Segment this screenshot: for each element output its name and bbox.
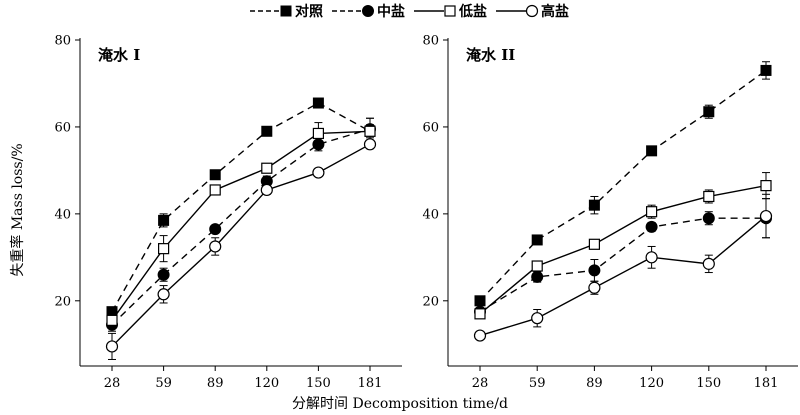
x-tick-label: 59	[155, 376, 172, 391]
data-point	[157, 288, 170, 301]
y-tick-label: 20	[422, 294, 439, 309]
x-tick-label: 150	[696, 376, 721, 391]
series-line	[479, 69, 767, 302]
series-对照	[106, 97, 376, 318]
legend-marker	[280, 5, 292, 17]
data-point	[473, 329, 487, 342]
series-line	[479, 184, 767, 315]
series-line	[111, 102, 371, 313]
series-line	[479, 217, 766, 313]
series-中盐	[474, 198, 772, 319]
data-point	[703, 190, 715, 203]
panel-flooding-2: 20 40 60 80 28 59 89 120 150 181 淹水 II	[422, 34, 798, 391]
data-point	[157, 268, 170, 281]
data-point	[158, 214, 170, 226]
series-高盐	[105, 138, 377, 360]
series-中盐	[106, 117, 376, 332]
data-point	[759, 209, 773, 223]
series-低盐	[474, 172, 772, 320]
x-axis-title: 分解时间 Decomposition time/d	[292, 396, 508, 412]
data-point	[261, 125, 273, 137]
x-tick-label: 181	[754, 376, 779, 391]
data-point	[645, 220, 658, 233]
x-tick-label: 120	[254, 376, 279, 391]
data-point	[209, 240, 222, 253]
legend-label: 中盐	[377, 3, 405, 20]
data-point	[760, 180, 772, 192]
panel-title: 淹水 I	[98, 46, 140, 64]
data-point	[760, 64, 772, 76]
panel-title: 淹水 II	[466, 46, 515, 64]
data-point	[531, 312, 544, 325]
data-point	[702, 212, 715, 225]
y-axis-title: 失重率 Mass loss/%	[9, 143, 26, 276]
legend-marker	[525, 4, 539, 18]
panel-flooding-1: 20 40 60 80 28 59 89 120 150 181 淹水 I	[54, 34, 402, 391]
series-低盐	[106, 117, 376, 327]
x-tick-label: 181	[358, 376, 383, 391]
data-point	[312, 127, 324, 140]
data-point	[364, 125, 376, 137]
data-point	[106, 314, 118, 326]
data-point	[261, 162, 273, 174]
legend-label: 对照	[295, 3, 323, 20]
x-tick-label: 28	[104, 376, 121, 391]
legend-marker	[444, 5, 456, 17]
y-tick-label: 60	[422, 120, 439, 135]
data-point	[531, 234, 543, 246]
series-高盐	[473, 193, 773, 342]
data-point	[645, 206, 658, 218]
series-对照	[474, 61, 772, 307]
data-point	[588, 199, 600, 211]
legend-item-低盐: 低盐	[414, 3, 487, 20]
y-tick-label: 20	[54, 294, 71, 309]
data-point	[209, 184, 221, 196]
x-tick-label: 59	[529, 376, 546, 391]
legend-item-中盐: 中盐	[332, 3, 405, 20]
data-point	[158, 243, 170, 255]
legend-item-高盐: 高盐	[496, 3, 569, 20]
data-point	[209, 223, 222, 236]
data-point	[588, 281, 601, 294]
data-point	[363, 138, 377, 151]
x-tick-label: 89	[586, 376, 603, 391]
data-point	[260, 183, 273, 197]
series-line	[111, 130, 371, 321]
data-point	[105, 340, 119, 353]
x-tick-label: 120	[639, 376, 664, 391]
legend-label: 高盐	[541, 3, 569, 20]
data-point	[474, 308, 486, 320]
y-tick-label: 80	[54, 34, 71, 49]
y-tick-label: 40	[422, 207, 439, 222]
series-line	[111, 143, 371, 347]
legend-label: 低盐	[458, 3, 487, 20]
data-point	[312, 166, 325, 179]
data-point	[702, 257, 715, 270]
data-point	[588, 264, 601, 277]
x-tick-label: 150	[306, 376, 331, 391]
data-point	[312, 97, 324, 109]
legend-marker	[362, 5, 374, 17]
data-point	[531, 270, 544, 283]
data-point	[703, 106, 715, 118]
data-point	[645, 251, 658, 264]
y-tick-label: 40	[54, 207, 71, 222]
y-tick-label: 60	[54, 120, 71, 135]
y-tick-label: 80	[422, 34, 439, 49]
legend-item-对照: 对照	[250, 3, 323, 20]
data-point	[209, 169, 221, 181]
x-tick-label: 28	[472, 376, 489, 391]
x-tick-label: 89	[207, 376, 224, 391]
data-point	[474, 295, 486, 307]
series-line	[479, 215, 767, 337]
data-point	[646, 145, 658, 157]
data-point	[531, 260, 543, 272]
series-line	[111, 128, 371, 326]
data-point	[588, 238, 601, 250]
legend: 对照 中盐 低盐 高盐	[250, 3, 569, 20]
